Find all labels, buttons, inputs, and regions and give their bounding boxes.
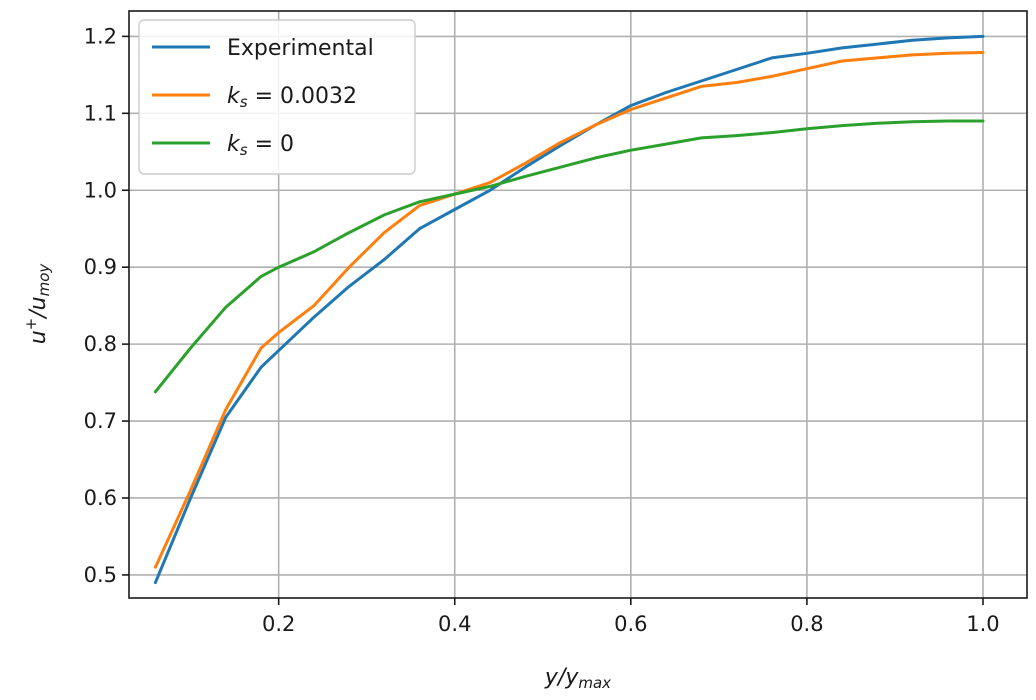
x-tick-label: 0.4 [438, 612, 471, 636]
y-tick-label: 1.0 [84, 178, 117, 202]
series-line-1 [153, 51, 985, 569]
y-tick-label: 0.8 [84, 332, 117, 356]
plot-frame [128, 10, 1028, 599]
y-axis: 0.5 0.6 0.7 0.8 0.9 1.0 1.1 1.2 [84, 24, 129, 587]
legend-label-ks-0032: ks = 0.0032 [227, 84, 357, 111]
y-tick-label: 0.6 [84, 486, 117, 510]
series-line-2 [153, 119, 985, 394]
x-axis: 0.2 0.4 0.6 0.8 1.0 [262, 598, 1000, 636]
y-tick-label: 0.9 [84, 255, 117, 279]
legend: Experimental ks = 0.0032 ks = 0 [138, 19, 416, 175]
x-tick-label: 0.2 [262, 612, 295, 636]
legend-label-ks-0: ks = 0 [227, 132, 294, 159]
legend-box [138, 19, 416, 175]
y-tick-label: 0.5 [84, 563, 117, 587]
x-tick-label: 1.0 [966, 612, 999, 636]
y-tick-label: 1.2 [84, 24, 117, 48]
y-axis-label: u+/umoy [22, 263, 53, 345]
y-tick-label: 1.1 [84, 101, 117, 125]
y-tick-label: 0.7 [84, 409, 117, 433]
legend-label-experimental: Experimental [227, 36, 374, 61]
series-layer [153, 34, 985, 585]
x-tick-label: 0.8 [790, 612, 823, 636]
x-axis-label: y/ymax [544, 665, 611, 692]
x-tick-label: 0.6 [614, 612, 647, 636]
